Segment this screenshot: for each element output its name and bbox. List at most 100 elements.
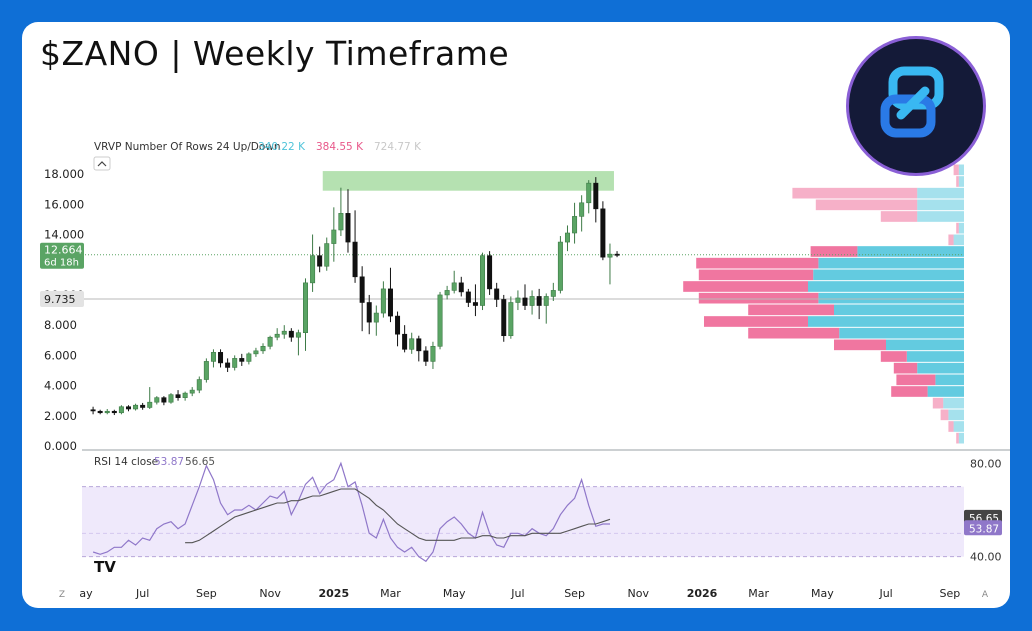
candle-down [345,213,351,243]
candle-up [260,345,266,352]
volume-profile-down-bar [810,246,858,257]
candle-down [402,333,408,350]
volume-profile-up-bar [917,211,964,222]
volume-profile-up-bar [886,339,964,351]
candle-down [536,296,542,306]
candle-up [451,282,457,291]
time-axis-tick: Nov [259,587,281,600]
volume-profile-up-bar [935,374,964,386]
volume-profile-down-bar [896,374,936,386]
volume-profile-down-bar [792,187,918,199]
price-axis-tick: 2.000 [44,409,77,423]
rsi-axis-tick: 40.00 [970,551,1002,564]
resistance-zone [322,171,614,191]
price-axis-tick: 0.000 [44,439,77,453]
chevron-up-icon [97,161,107,167]
candle-down [288,330,294,338]
candle-up [586,182,592,204]
candle-down [97,410,103,414]
vrvp-up-volume: 340.22 K [258,141,306,153]
volume-profile-down-bar [953,164,959,176]
candle-up [196,379,202,391]
candle-down [239,358,245,362]
volume-profile-up-bar [917,362,964,374]
time-axis-tick: Nov [628,587,650,600]
candle-up [529,296,535,306]
candle-up [324,243,330,267]
price-axis-tick: 4.000 [44,379,77,393]
candle-down [352,241,358,278]
candle-down [317,255,323,267]
volume-profile-up-bar [839,327,964,339]
candle-down [218,352,224,364]
volume-profile-up-bar [953,234,964,246]
candle-down [458,282,464,293]
chart-card: 18.00016.00014.00012.00010.0008.0006.000… [22,22,1010,608]
time-axis-tick: Sep [564,587,585,600]
candle-up [373,312,379,323]
candle-up [210,352,216,362]
candle-up [246,353,252,362]
candle-down [90,409,96,412]
candle-down [366,302,372,323]
volume-profile-up-bar [927,386,964,397]
volume-profile-up-bar [808,281,964,292]
volume-profile-down-bar [748,327,840,339]
candle-up [189,389,195,394]
candle-down [501,299,507,337]
volume-profile-up-bar [808,316,964,327]
volume-profile-up-bar [917,199,964,211]
volume-profile-up-bar [818,292,964,304]
zano-logo-icon [846,36,986,176]
candle-down [522,297,528,306]
price-axis-tick: 6.000 [44,348,77,362]
volume-profile-up-bar [958,432,964,444]
candle-down [487,255,493,290]
candle-up [274,333,280,338]
auto-scale-toggle: A [982,590,989,600]
candle-up [303,282,308,334]
volume-profile-down-bar [880,351,907,362]
volume-profile-down-bar [696,257,819,269]
candle-down [423,350,429,362]
candle-down [161,397,167,403]
candle-up [118,406,124,414]
candle-down [416,338,422,352]
current-price-value: 12.664 [44,244,83,257]
volume-profile-up-bar [917,187,964,199]
vrvp-label: VRVP Number Of Rows 24 Up/Down [94,141,281,153]
candle-up [253,350,259,355]
volume-profile-down-bar [698,292,819,304]
volume-profile-down-bar [932,397,944,409]
candle-up [168,394,174,403]
candle-up [409,338,415,350]
volume-profile-down-bar [748,304,834,316]
candle-down [600,208,606,258]
candle-up [572,216,578,234]
volume-profile-up-bar [818,257,964,269]
chevron-up-icon[interactable] [93,156,111,171]
candle-up [310,255,316,284]
price-axis-tick: 14.000 [44,228,84,242]
time-axis-tick: Mar [380,587,401,600]
rsi-label: RSI 14 close [94,456,158,468]
current-price-countdown: 6d 18h [44,258,79,269]
candle-up [147,401,153,408]
current-price-badge [40,242,84,269]
candle-down [111,410,117,414]
page-title: $ZANO | Weekly Timeframe [40,34,510,73]
candle-up [281,330,287,335]
time-axis-tick: Mar [748,587,769,600]
timezone-toggle: Z [59,590,65,600]
volume-profile-down-bar [834,339,886,351]
volume-profile-up-bar [958,176,964,187]
candle-up [444,290,450,296]
candle-down [387,288,393,317]
price-axis-tick: 16.000 [44,197,84,211]
volume-profile-down-bar [683,281,808,292]
price-axis-tick: 8.000 [44,318,77,332]
candle-up [133,404,139,410]
candle-down [465,291,471,303]
volume-profile-up-bar [813,269,964,281]
tradingview-logo: TV [94,558,116,576]
